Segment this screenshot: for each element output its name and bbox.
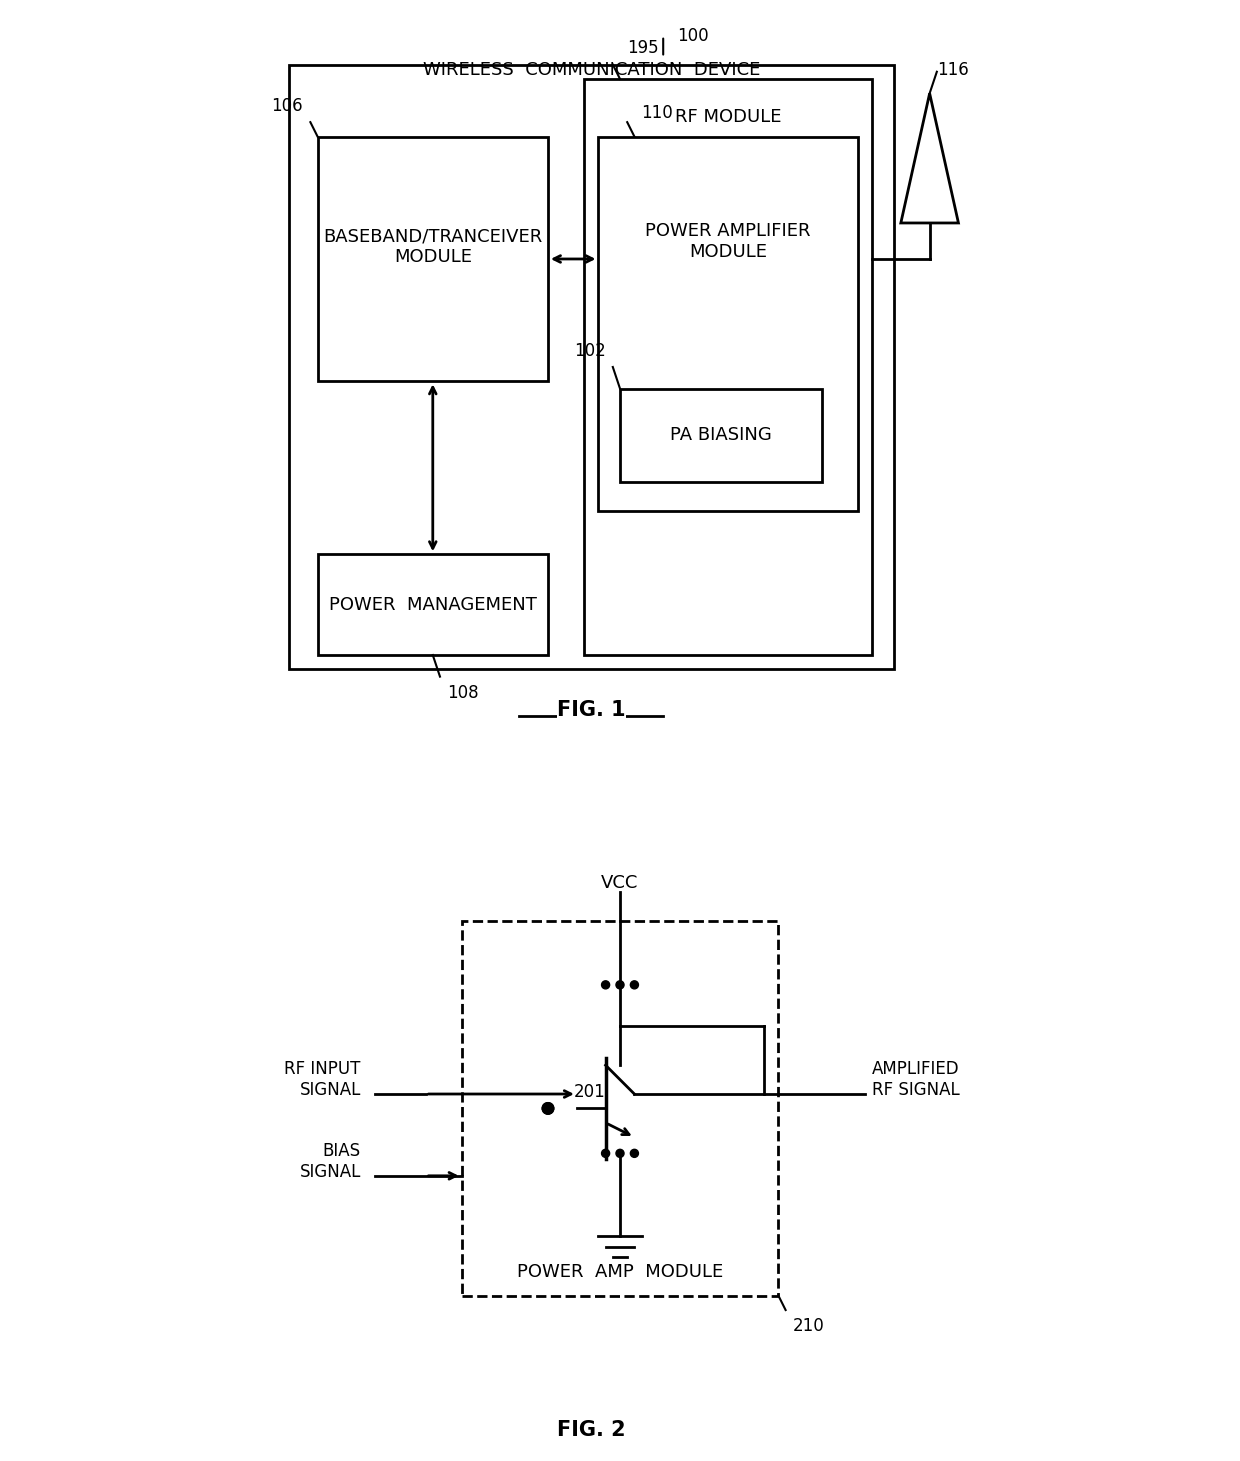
Text: BIAS
SIGNAL: BIAS SIGNAL — [299, 1143, 361, 1180]
Text: POWER AMPLIFIER
MODULE: POWER AMPLIFIER MODULE — [645, 222, 811, 262]
Text: 106: 106 — [272, 96, 303, 115]
Circle shape — [616, 1150, 624, 1157]
Text: RF INPUT
SIGNAL: RF INPUT SIGNAL — [284, 1061, 361, 1099]
Text: POWER  MANAGEMENT: POWER MANAGEMENT — [329, 596, 537, 614]
Circle shape — [630, 980, 639, 989]
Text: 100: 100 — [677, 26, 709, 45]
Text: 110: 110 — [641, 104, 673, 123]
Text: PA BIASING: PA BIASING — [670, 427, 771, 444]
FancyBboxPatch shape — [461, 922, 779, 1296]
Text: WIRELESS  COMMUNICATION  DEVICE: WIRELESS COMMUNICATION DEVICE — [423, 61, 760, 79]
Text: FIG. 1: FIG. 1 — [557, 700, 625, 720]
Text: 210: 210 — [792, 1318, 825, 1335]
Text: BASEBAND/TRANCEIVER
MODULE: BASEBAND/TRANCEIVER MODULE — [324, 228, 542, 266]
Text: FIG. 2: FIG. 2 — [557, 1420, 625, 1439]
FancyBboxPatch shape — [289, 64, 894, 669]
Text: AMPLIFIED
RF SIGNAL: AMPLIFIED RF SIGNAL — [872, 1061, 960, 1099]
Text: 116: 116 — [937, 61, 968, 79]
Circle shape — [601, 980, 610, 989]
Text: 108: 108 — [448, 684, 479, 701]
Text: 201: 201 — [574, 1083, 605, 1102]
Circle shape — [542, 1103, 554, 1115]
Circle shape — [601, 1150, 610, 1157]
Circle shape — [630, 1150, 639, 1157]
Text: 102: 102 — [574, 342, 605, 359]
FancyBboxPatch shape — [620, 389, 822, 482]
FancyBboxPatch shape — [317, 554, 548, 655]
Circle shape — [616, 980, 624, 989]
Text: POWER  AMP  MODULE: POWER AMP MODULE — [517, 1264, 723, 1281]
FancyBboxPatch shape — [599, 136, 858, 511]
FancyBboxPatch shape — [584, 79, 872, 655]
FancyBboxPatch shape — [317, 136, 548, 381]
Text: RF MODULE: RF MODULE — [675, 108, 781, 126]
Circle shape — [542, 1103, 554, 1115]
Text: VCC: VCC — [601, 874, 639, 893]
Text: 195: 195 — [627, 39, 658, 57]
